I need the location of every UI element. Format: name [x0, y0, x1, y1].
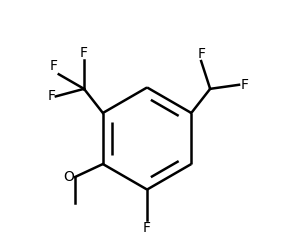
- Text: F: F: [49, 59, 57, 73]
- Text: F: F: [48, 89, 56, 103]
- Text: F: F: [197, 47, 205, 61]
- Text: F: F: [240, 78, 248, 92]
- Text: F: F: [80, 46, 88, 60]
- Text: F: F: [143, 221, 151, 235]
- Text: O: O: [63, 170, 74, 184]
